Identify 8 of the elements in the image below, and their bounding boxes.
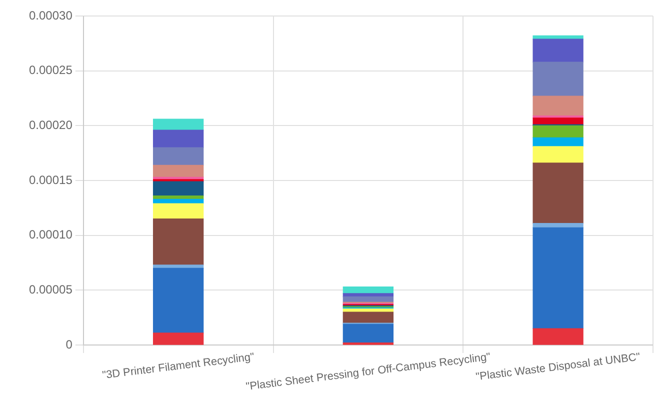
y-tick-label: 0.00025	[28, 63, 73, 78]
y-tick-label: 0.00005	[28, 282, 73, 296]
y-tick-label: 0.00010	[28, 228, 73, 242]
y-tick-label: 0.00015	[28, 172, 73, 187]
x-tick-label: "3D Printer Filament Recycling"	[102, 351, 256, 382]
y-tick-label: 0	[66, 337, 73, 352]
y-tick-label: 0.00030	[28, 8, 73, 22]
y-tick-label: 0.00020	[28, 118, 73, 132]
